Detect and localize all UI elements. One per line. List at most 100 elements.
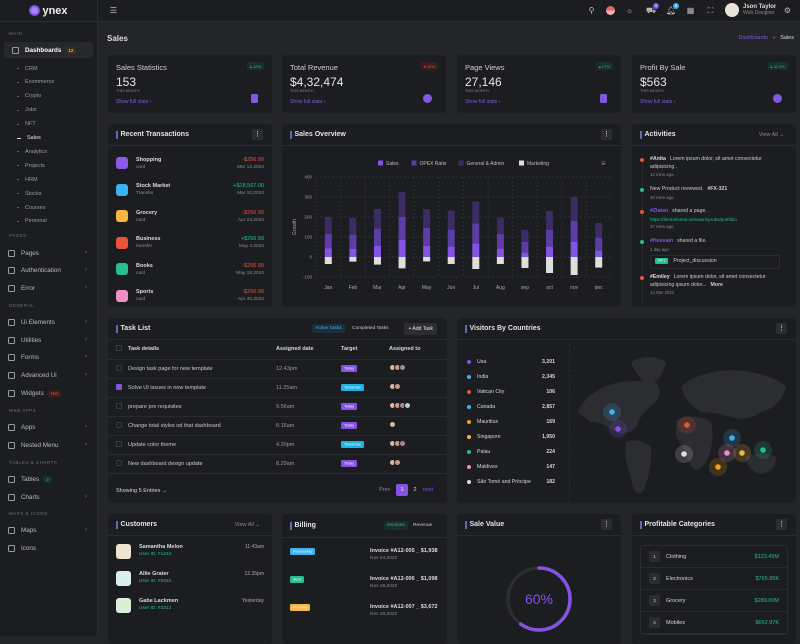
view-all-button[interactable]: View All ⌄ bbox=[234, 521, 260, 528]
sidebar-subitem-crypto[interactable]: Crypto bbox=[0, 93, 98, 100]
tab-completed-tasks[interactable]: Completed Tasks bbox=[352, 326, 389, 331]
map-marker[interactable] bbox=[715, 464, 721, 470]
activity-link[interactable]: https://themeforest.net/user/spruko/port… bbox=[650, 216, 737, 222]
task-details: prepare pre requisites bbox=[128, 397, 276, 417]
cart-icon[interactable]: ⛟ 5 bbox=[646, 3, 659, 15]
bullet-icon bbox=[17, 179, 19, 181]
invoice-row[interactable]: Sent Invoice #A12-006 _ $1,098 Nov 28,2022 bbox=[290, 575, 439, 604]
sidebar-subitem-personal[interactable]: Personal bbox=[0, 218, 98, 225]
more-options-icon[interactable]: ⋮ bbox=[776, 519, 787, 530]
map-marker[interactable] bbox=[729, 435, 735, 441]
map-marker[interactable] bbox=[739, 450, 745, 456]
breadcrumb-dashboards[interactable]: Dashboards bbox=[738, 35, 769, 41]
sidebar-item-ui-elements[interactable]: Ui Elements › bbox=[0, 314, 98, 330]
more-link[interactable]: More bbox=[710, 281, 723, 288]
task-checkbox[interactable] bbox=[116, 459, 122, 466]
sidebar-item-widgets[interactable]: Widgets Hot bbox=[0, 385, 98, 401]
fullscreen-icon[interactable]: ⛶ bbox=[707, 6, 714, 15]
menu-toggle-icon[interactable]: ☰ bbox=[109, 6, 118, 15]
tab-active-tasks[interactable]: Active Tasks bbox=[312, 324, 345, 333]
map-marker[interactable] bbox=[684, 422, 690, 428]
sidebar-item-tables[interactable]: Tables 3 bbox=[0, 471, 98, 487]
task-checkbox[interactable] bbox=[116, 383, 122, 390]
map-marker[interactable] bbox=[609, 409, 615, 415]
show-full-stats-link[interactable]: Show full stats › bbox=[640, 99, 676, 105]
sidebar-item-icons[interactable]: Icons bbox=[0, 540, 98, 556]
sidebar-item-utilities[interactable]: Utilities › bbox=[0, 332, 98, 348]
theme-toggle-icon[interactable]: ☼ bbox=[625, 6, 634, 15]
show-full-stats-link[interactable]: Show full stats › bbox=[290, 99, 326, 105]
transaction-name: Grocery bbox=[136, 209, 158, 216]
customer-row[interactable]: Samantha Melon User ID: #1234 11.43am bbox=[116, 544, 264, 571]
map-marker[interactable] bbox=[724, 450, 730, 456]
map-marker[interactable] bbox=[760, 447, 766, 453]
sidebar-item-apps[interactable]: Apps › bbox=[0, 419, 98, 435]
sidebar-subitem-nft[interactable]: NFT bbox=[0, 121, 98, 128]
activity-user[interactable]: #Emiley bbox=[650, 274, 670, 280]
sidebar-subitem-projects[interactable]: Projects bbox=[0, 162, 98, 169]
sidebar-subitem-analytics[interactable]: Analytics bbox=[0, 148, 98, 155]
activity-user[interactable]: #Hussain bbox=[650, 238, 674, 244]
sidebar-item-authentication[interactable]: Authentication › bbox=[0, 262, 98, 278]
more-options-icon[interactable]: ⋮ bbox=[601, 129, 612, 140]
view-all-button[interactable]: View All ⌄ bbox=[758, 131, 784, 138]
sidebar-item-advanced-ui[interactable]: Advanced Ui › bbox=[0, 367, 98, 383]
task-checkbox[interactable] bbox=[116, 440, 122, 447]
customer-row[interactable]: Gabe Lackmen User ID: #2312 Yesterday bbox=[116, 598, 264, 625]
search-icon[interactable]: ⚲ bbox=[588, 6, 595, 15]
next-page-button[interactable]: next bbox=[422, 487, 433, 493]
customer-row[interactable]: Allie Grater User ID: #3432 12.35pm bbox=[116, 571, 264, 598]
sidebar-item-maps[interactable]: Maps › bbox=[0, 522, 98, 538]
attached-file[interactable]: PPT Project_discussion bbox=[650, 255, 780, 269]
more-options-icon[interactable]: ⋮ bbox=[252, 129, 263, 140]
world-map[interactable] bbox=[571, 342, 796, 502]
transaction-row[interactable]: Sports card -$256.99 Apr 30,2022 bbox=[116, 283, 264, 308]
activity-user[interactable]: #Anita bbox=[650, 156, 666, 162]
task-checkbox[interactable] bbox=[116, 364, 122, 371]
language-flag-icon[interactable] bbox=[606, 6, 615, 15]
sidebar-item-dashboards[interactable]: Dashboards 12 bbox=[4, 42, 93, 58]
transaction-row[interactable]: Books card -$256.99 May 18,2022 bbox=[116, 256, 264, 283]
more-options-icon[interactable]: ⋮ bbox=[776, 323, 787, 334]
sidebar-subitem-courses[interactable]: Courses bbox=[0, 204, 98, 211]
sidebar-subitem-ecommerce[interactable]: Ecommerce bbox=[0, 79, 98, 86]
tab-revenue[interactable]: Revenue bbox=[413, 523, 433, 528]
task-checkbox[interactable] bbox=[116, 402, 122, 409]
apps-grid-icon[interactable]: ▦ bbox=[686, 6, 695, 15]
sidebar-subitem-hrm[interactable]: HRM bbox=[0, 176, 98, 183]
transaction-row[interactable]: Grocery card -$256.99 Apr 23,2022 bbox=[116, 203, 264, 230]
page-1-button[interactable]: 1 bbox=[396, 484, 408, 496]
select-all-checkbox[interactable] bbox=[116, 345, 122, 352]
map-marker[interactable] bbox=[615, 426, 621, 432]
activity-user[interactable]: #Zlatan bbox=[650, 208, 669, 214]
transaction-row[interactable]: Stock Market Transfer +$18,567.00 Mar 10,20… bbox=[116, 177, 264, 204]
sidebar-item-error[interactable]: Error › bbox=[0, 280, 98, 296]
prev-page-button[interactable]: Prev bbox=[379, 487, 391, 493]
sidebar-subitem-sales[interactable]: Sales bbox=[0, 135, 98, 142]
invoice-row[interactable]: Processing Invoice #A12-005 _ $1,938 Nov 2… bbox=[290, 547, 439, 576]
task-checkbox[interactable] bbox=[116, 421, 122, 428]
sidebar-item-nested-menu[interactable]: Nested Menu › bbox=[0, 437, 98, 453]
sidebar-item-forms[interactable]: Forms › bbox=[0, 349, 98, 365]
transaction-row[interactable]: Shopping card -$256.99 Mar 12,2022 bbox=[116, 150, 264, 177]
transaction-row[interactable]: Business transfer +$256.99 May 4,2022 bbox=[116, 230, 264, 257]
show-full-stats-link[interactable]: Show full stats › bbox=[116, 99, 152, 105]
add-task-button[interactable]: + Add Task bbox=[404, 322, 437, 335]
sidebar-item-pages[interactable]: Pages › bbox=[0, 245, 98, 261]
settings-gear-icon[interactable]: ⚙ bbox=[783, 6, 792, 15]
sidebar-subitem-jobs[interactable]: Jobs bbox=[0, 107, 98, 114]
sidebar-item-charts[interactable]: Charts › bbox=[0, 489, 98, 505]
map-marker[interactable] bbox=[681, 451, 687, 457]
more-options-icon[interactable]: ⋮ bbox=[601, 519, 612, 530]
logo[interactable]: ynex bbox=[0, 0, 97, 22]
sidebar-subitem-stocks[interactable]: Stocks bbox=[0, 190, 98, 197]
sidebar-subitem-crm[interactable]: CRM bbox=[0, 65, 98, 72]
show-full-stats-link[interactable]: Show full stats › bbox=[465, 99, 501, 105]
tab-invoices[interactable]: Invoices bbox=[384, 521, 408, 530]
page-2-button[interactable]: 2 bbox=[413, 487, 417, 493]
invoice-row[interactable]: Pending Invoice #A12-007 _ $3,672 Dec 20,2… bbox=[290, 603, 439, 632]
select-all-checkbox-cell[interactable] bbox=[108, 340, 128, 360]
sales-overview-card: Sales Overview ⋮ -100 0 100 200 300 400 Growth J… bbox=[282, 124, 621, 307]
user-profile[interactable]: Json Taylor Web Designer bbox=[725, 3, 776, 17]
notifications-icon[interactable]: 🔔︎ 5 bbox=[666, 3, 679, 15]
